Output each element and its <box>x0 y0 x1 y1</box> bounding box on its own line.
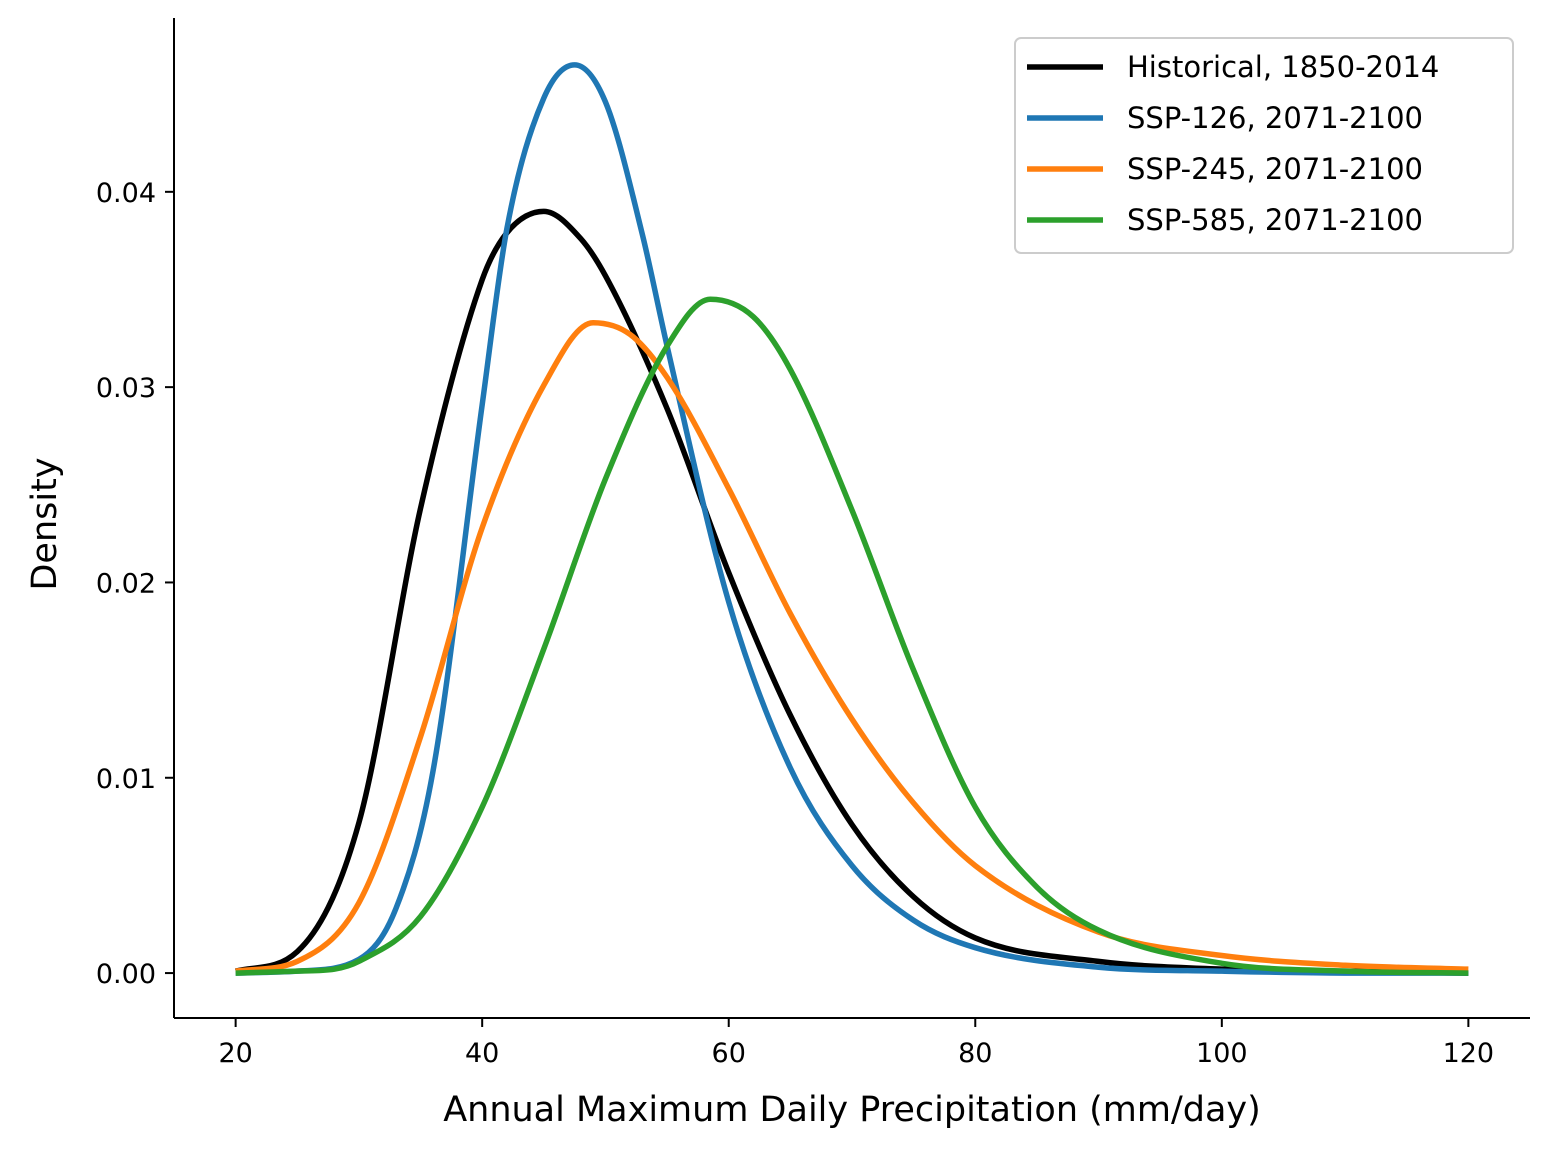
ticks-layer: 20 40 60 80 100 120 0.00 0.01 0.02 0.03 0.04 <box>96 178 1494 1069</box>
series-line-ssp-245 <box>235 319 1469 974</box>
y-tick-label: 0.04 <box>96 178 156 209</box>
y-tick-label: 0.00 <box>96 959 156 990</box>
legend-label-ssp-585: SSP-585, 2071-2100 <box>1127 203 1423 237</box>
series-line-historical <box>234 208 1469 976</box>
y-axis-title: Density <box>25 457 65 590</box>
x-tick-label: 40 <box>465 1038 499 1069</box>
axes-layer <box>173 18 1530 1019</box>
series-layer <box>234 62 1469 976</box>
legend-frame <box>1014 37 1514 254</box>
legend-entries: Historical, 1850-2014 SSP-126, 2071-2100 S… <box>1027 50 1439 237</box>
x-tick-label: 60 <box>712 1038 746 1069</box>
series-line-ssp-126 <box>235 62 1469 976</box>
x-tick-label: 20 <box>218 1038 252 1069</box>
y-tick-label: 0.01 <box>96 764 156 795</box>
x-axis-title: Annual Maximum Daily Precipitation (mm/d… <box>443 1090 1261 1130</box>
x-tick-label: 100 <box>1196 1038 1248 1069</box>
x-tick-label: 80 <box>958 1038 992 1069</box>
legend-label-ssp-245: SSP-245, 2071-2100 <box>1127 152 1423 186</box>
legend-label-ssp-126: SSP-126, 2071-2100 <box>1127 101 1423 135</box>
x-tick-label: 120 <box>1443 1038 1495 1069</box>
legend: Historical, 1850-2014 SSP-126, 2071-2100 S… <box>1014 37 1514 254</box>
y-tick-label: 0.02 <box>96 568 156 599</box>
series-line-ssp-585 <box>235 296 1469 976</box>
y-tick-label: 0.03 <box>96 373 156 404</box>
legend-label-historical: Historical, 1850-2014 <box>1127 50 1439 84</box>
